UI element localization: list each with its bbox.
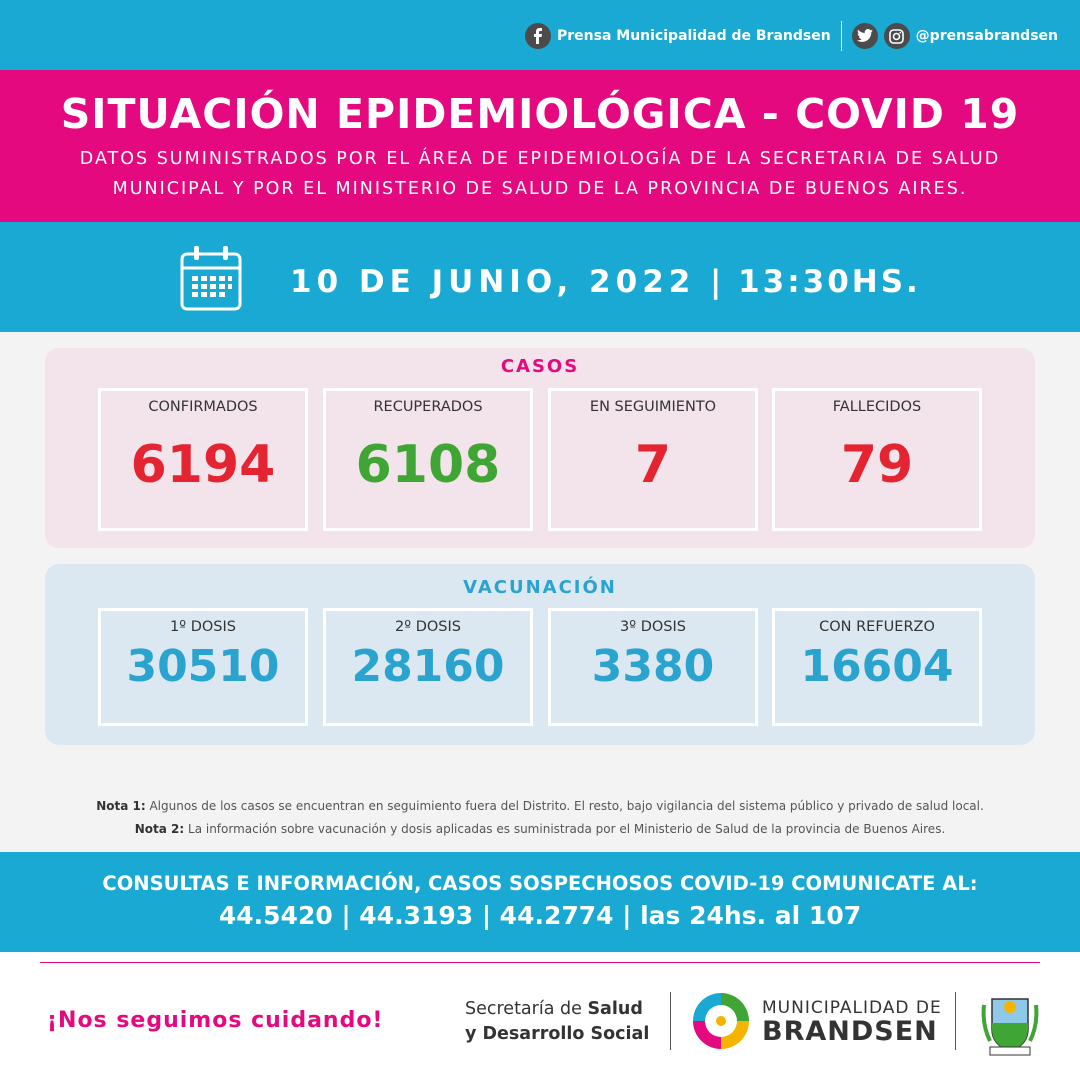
note-label: Nota 1:: [96, 799, 146, 813]
card-value: 6194: [130, 435, 276, 495]
casos-title: CASOS: [500, 356, 580, 377]
calendar-icon: [180, 246, 242, 311]
report-time: | 13:30HS.: [710, 264, 921, 300]
subtitle-line-2: MUNICIPAL Y POR EL MINISTERIO DE SALUD D…: [112, 179, 968, 199]
subtitle: DATOS SUMINISTRADOS POR EL ÁREA DE EPIDE…: [0, 144, 1080, 204]
footer: ¡Nos seguimos cuidando! Secretaría de Sa…: [0, 952, 1080, 1080]
card-value: 3380: [591, 641, 715, 692]
casos-panel: CASOS CONFIRMADOS 6194 RECUPERADOS 6108 …: [45, 348, 1035, 548]
card-value: 7: [634, 435, 672, 495]
divider: [670, 992, 671, 1050]
card-recuperados: RECUPERADOS 6108: [323, 388, 533, 531]
social-links: Prensa Municipalidad de Brandsen @prensa…: [525, 21, 1058, 51]
card-fallecidos: FALLECIDOS 79: [772, 388, 982, 531]
card-value: 28160: [351, 641, 505, 692]
card-label: 3º DOSIS: [620, 619, 686, 635]
subtitle-line-1: DATOS SUMINISTRADOS POR EL ÁREA DE EPIDE…: [79, 149, 1001, 169]
muni-bottom: BRANDSEN: [762, 1016, 938, 1047]
note-text: La información sobre vacunación y dosis …: [188, 822, 946, 836]
info-heading: CONSULTAS E INFORMACIÓN, CASOS SOSPECHOS…: [102, 872, 978, 895]
title-band: SITUACIÓN EPIDEMIOLÓGICA - COVID 19 DATO…: [0, 70, 1080, 222]
note-label: Nota 2:: [134, 822, 185, 836]
facebook-page-label[interactable]: Prensa Municipalidad de Brandsen: [557, 28, 831, 44]
card-label: 2º DOSIS: [395, 619, 461, 635]
card-value: 30510: [126, 641, 280, 692]
card-value: 6108: [355, 435, 501, 495]
card-label: RECUPERADOS: [373, 399, 483, 415]
card-label: 1º DOSIS: [170, 619, 236, 635]
card-label: CON REFUERZO: [819, 619, 935, 635]
card-dosis-1: 1º DOSIS 30510: [98, 608, 308, 726]
divider: [40, 962, 1040, 963]
divider: [955, 992, 956, 1050]
secretaria-prefix: Secretaría de: [465, 999, 588, 1019]
report-date: 10 DE JUNIO, 2022: [290, 264, 696, 300]
slogan: ¡Nos seguimos cuidando!: [47, 1008, 384, 1033]
twitter-icon[interactable]: [851, 23, 878, 49]
card-dosis-2: 2º DOSIS 28160: [323, 608, 533, 726]
secretaria-bold-line: y Desarrollo Social: [465, 1024, 650, 1044]
card-label: FALLECIDOS: [832, 399, 922, 415]
card-value: 16604: [800, 641, 954, 692]
card-label: CONFIRMADOS: [148, 399, 258, 415]
card-en-seguimiento: EN SEGUIMIENTO 7: [548, 388, 758, 531]
top-bar: Prensa Municipalidad de Brandsen @prensa…: [0, 0, 1080, 70]
note-1: Nota 1: Algunos de los casos se encuentr…: [0, 795, 1080, 818]
municipalidad-logo-text: MUNICIPALIDAD DE BRANDSEN: [762, 998, 942, 1047]
divider: [840, 21, 842, 51]
muni-top: MUNICIPALIDAD DE: [762, 998, 942, 1018]
card-value: 79: [840, 435, 914, 495]
social-handle[interactable]: @prensabrandsen: [915, 28, 1058, 44]
page-title: SITUACIÓN EPIDEMIOLÓGICA - COVID 19: [60, 90, 1020, 138]
card-confirmados: CONFIRMADOS 6194: [98, 388, 308, 531]
coat-of-arms-icon: [981, 998, 1039, 1056]
vacunacion-panel: VACUNACIÓN 1º DOSIS 30510 2º DOSIS 28160…: [45, 564, 1035, 745]
card-label: EN SEGUIMIENTO: [589, 399, 717, 415]
secretaria-label: Secretaría de Salud y Desarrollo Social: [465, 997, 649, 1047]
facebook-icon[interactable]: [525, 23, 551, 49]
info-band: CONSULTAS E INFORMACIÓN, CASOS SOSPECHOS…: [0, 852, 1080, 952]
note-2: Nota 2: La información sobre vacunación …: [0, 818, 1080, 841]
instagram-icon[interactable]: [883, 23, 910, 49]
vacunacion-title: VACUNACIÓN: [463, 577, 617, 598]
phone-numbers: 44.5420 | 44.3193 | 44.2774 | las 24hs. …: [218, 901, 862, 930]
notes: Nota 1: Algunos de los casos se encuentr…: [0, 795, 1080, 841]
note-text: Algunos de los casos se encuentran en se…: [149, 799, 984, 813]
card-refuerzo: CON REFUERZO 16604: [772, 608, 982, 726]
secretaria-bold: Salud: [587, 999, 643, 1019]
date-band: 10 DE JUNIO, 2022 | 13:30HS.: [0, 222, 1080, 332]
brandsen-logo-icon: [693, 993, 749, 1049]
card-dosis-3: 3º DOSIS 3380: [548, 608, 758, 726]
